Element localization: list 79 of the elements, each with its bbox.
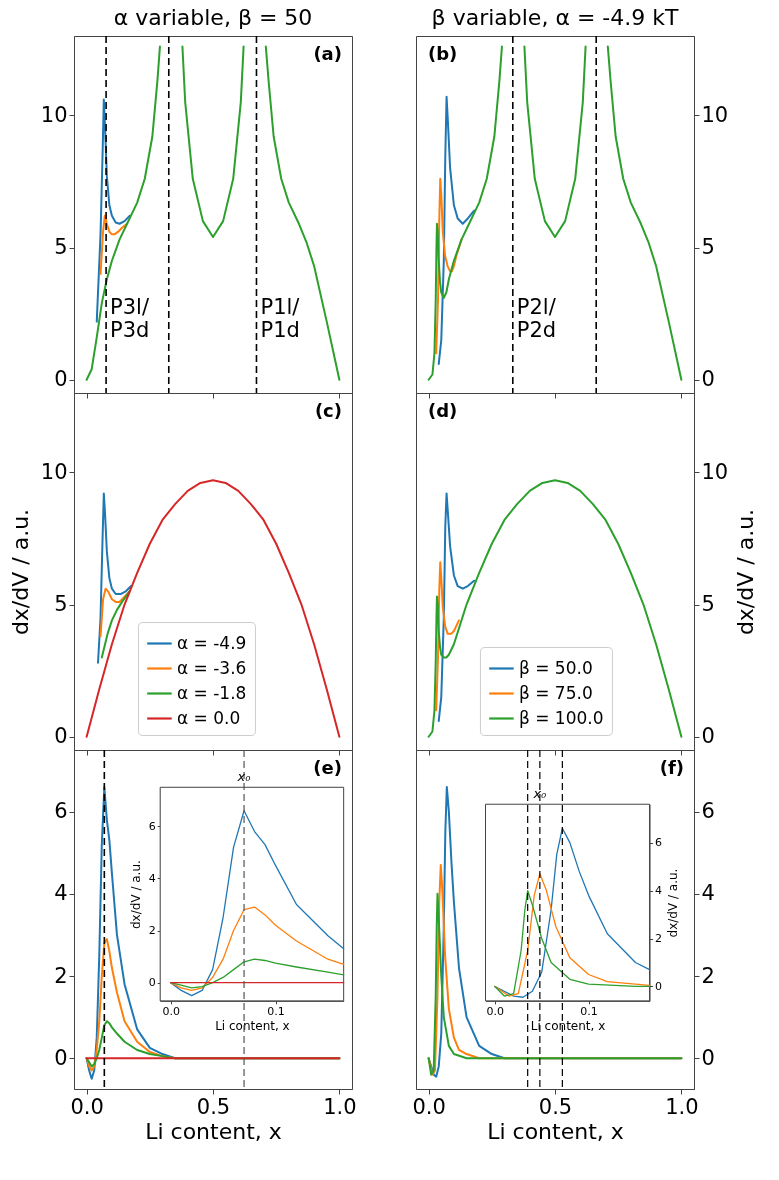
annotation: (e) [313, 757, 342, 778]
y-tick-label: 2 [54, 963, 68, 988]
annotation: x₀ [532, 786, 548, 802]
y-tick-label: 4 [54, 881, 68, 906]
y-tick-label: 0 [655, 979, 663, 993]
y-axis-title: dx/dV / a.u. [733, 508, 759, 636]
line-series [427, 479, 683, 738]
annotation: (a) [313, 43, 342, 64]
annotation: x₀ [236, 769, 252, 785]
line-series [435, 177, 463, 355]
line-series [100, 590, 131, 659]
y-axis-title: dx/dV / a.u. [666, 868, 681, 938]
y-tick-label: 2 [655, 932, 663, 946]
chart-title: β variable, α = -4.9 kT [431, 5, 679, 30]
y-tick-label: 4 [148, 871, 156, 885]
x-tick-label: 0.0 [486, 1005, 505, 1019]
x-axis-title: Li content, x [145, 1118, 282, 1144]
y-tick-label: 0 [701, 724, 715, 749]
legend-label: α = -1.8 [176, 682, 247, 703]
line-series [99, 587, 131, 638]
line-series [170, 958, 345, 989]
y-tick-label: 6 [701, 799, 715, 824]
y-tick-label: 10 [40, 102, 68, 127]
y-axis-title: dx/dV / a.u. [128, 860, 143, 929]
line-series [437, 492, 476, 722]
x-axis-title: Li content, x [487, 1118, 624, 1144]
y-tick-label: 0 [54, 367, 68, 392]
line-series [85, 479, 341, 738]
x-tick-label: 1.0 [665, 1094, 699, 1119]
line-series [170, 906, 345, 992]
annotation: (c) [314, 400, 342, 421]
x-tick-label: 0.0 [70, 1094, 104, 1119]
annotation: (f) [659, 757, 684, 778]
legend-label: β = 75.0 [518, 682, 593, 703]
y-tick-label: 0 [54, 724, 68, 749]
y-tick-label: 5 [54, 592, 68, 617]
x-tick-label: 0.1 [267, 1005, 285, 1019]
line-series [170, 810, 345, 997]
x-tick-label: 0.0 [412, 1094, 446, 1119]
legend-label: β = 100.0 [518, 707, 604, 728]
y-tick-label: 0 [701, 1045, 715, 1070]
ref-line-label: P1l/ P1d [260, 294, 301, 342]
line-series [97, 492, 133, 664]
y-axis-title: dx/dV / a.u. [7, 508, 33, 636]
ref-line-label: P2l/ P2d [516, 294, 557, 342]
y-tick-label: 6 [655, 836, 663, 850]
y-tick-label: 2 [701, 963, 715, 988]
y-tick-label: 0 [701, 367, 715, 392]
legend-label: α = -4.9 [176, 632, 247, 653]
x-tick-label: 1.0 [323, 1094, 357, 1119]
y-tick-label: 5 [54, 235, 68, 260]
line-series [435, 561, 460, 712]
y-tick-label: 2 [148, 924, 156, 938]
y-tick-label: 5 [701, 235, 715, 260]
chart-title: α variable, β = 50 [113, 5, 313, 30]
y-tick-label: 5 [701, 592, 715, 617]
annotation: (d) [428, 400, 458, 421]
y-tick-label: 10 [701, 459, 729, 484]
y-tick-label: 4 [655, 884, 663, 898]
x-tick-label: 0.1 [580, 1005, 598, 1019]
x-axis-title: Li content, x [530, 1019, 606, 1034]
ref-line-label: P3l/ P3d [110, 294, 150, 342]
x-tick-label: 0.0 [162, 1005, 180, 1019]
legend-label: β = 50.0 [518, 657, 593, 678]
y-tick-label: 6 [148, 819, 156, 833]
legend-label: α = -3.6 [176, 657, 247, 678]
y-tick-label: 10 [701, 102, 729, 127]
y-tick-label: 0 [148, 976, 156, 990]
y-tick-label: 10 [40, 459, 68, 484]
x-tick-label: 0.5 [538, 1094, 573, 1119]
y-tick-label: 4 [701, 881, 715, 906]
x-axis-title: Li content, x [215, 1019, 290, 1034]
line-series [99, 214, 129, 275]
x-tick-label: 0.5 [196, 1094, 231, 1119]
annotation: (b) [428, 43, 458, 64]
line-series [437, 95, 476, 365]
y-tick-label: 0 [54, 1045, 68, 1070]
y-tick-label: 6 [54, 799, 68, 824]
legend-label: α = 0.0 [176, 707, 241, 728]
